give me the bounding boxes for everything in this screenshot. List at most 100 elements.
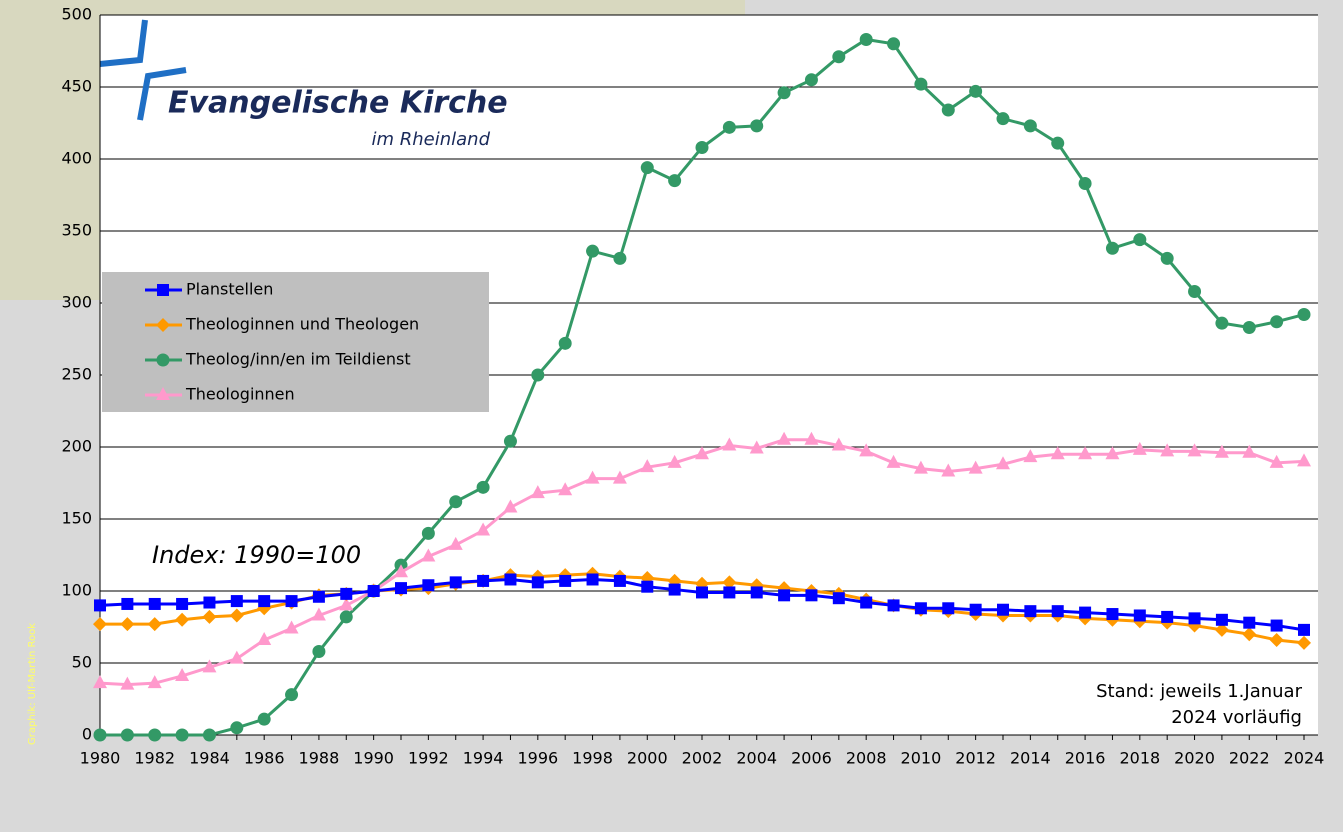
marker bbox=[157, 284, 169, 296]
marker bbox=[93, 728, 107, 742]
marker bbox=[1023, 449, 1038, 463]
y-tick-label: 250 bbox=[61, 365, 92, 384]
marker bbox=[284, 620, 299, 634]
y-tick-label: 200 bbox=[61, 437, 92, 456]
marker bbox=[312, 590, 325, 603]
marker bbox=[969, 603, 982, 616]
marker bbox=[339, 610, 353, 624]
banner bbox=[0, 0, 745, 15]
marker bbox=[969, 84, 983, 98]
series bbox=[93, 431, 1311, 690]
legend: Planstellen Theologinnen und Theologen The… bbox=[102, 272, 489, 412]
y-tick-label: 100 bbox=[61, 581, 92, 600]
y-tick-label: 50 bbox=[72, 653, 92, 672]
marker bbox=[722, 120, 736, 134]
x-tick-label: 1986 bbox=[244, 749, 285, 768]
legend-label: Theologinnen bbox=[185, 385, 295, 404]
marker bbox=[558, 336, 572, 350]
marker bbox=[914, 77, 928, 91]
marker bbox=[503, 434, 517, 448]
marker bbox=[695, 140, 709, 154]
marker bbox=[148, 597, 161, 610]
marker bbox=[1079, 606, 1092, 619]
y-tick-label: 450 bbox=[61, 77, 92, 96]
marker bbox=[723, 586, 736, 599]
marker bbox=[202, 609, 217, 624]
marker bbox=[120, 676, 135, 690]
marker bbox=[1106, 608, 1119, 621]
marker bbox=[229, 650, 244, 664]
marker bbox=[640, 459, 655, 473]
marker bbox=[941, 463, 956, 477]
x-tick-label: 1994 bbox=[463, 749, 504, 768]
marker bbox=[832, 50, 846, 64]
marker bbox=[156, 318, 170, 332]
marker bbox=[230, 595, 243, 608]
marker bbox=[1188, 284, 1202, 298]
marker bbox=[750, 586, 763, 599]
marker bbox=[258, 595, 271, 608]
marker bbox=[667, 454, 682, 468]
legend-label: Theologinnen und Theologen bbox=[185, 315, 419, 334]
logo-mark bbox=[137, 67, 187, 121]
marker bbox=[1023, 119, 1037, 133]
marker bbox=[1050, 446, 1065, 460]
marker bbox=[777, 431, 792, 445]
marker bbox=[1160, 251, 1174, 265]
marker bbox=[586, 244, 600, 258]
marker bbox=[120, 728, 134, 742]
marker bbox=[559, 574, 572, 587]
marker bbox=[121, 597, 134, 610]
marker bbox=[641, 580, 654, 593]
marker bbox=[668, 583, 681, 596]
marker bbox=[531, 576, 544, 589]
marker bbox=[1215, 316, 1229, 330]
marker bbox=[176, 597, 189, 610]
marker bbox=[175, 667, 190, 681]
marker bbox=[722, 437, 737, 451]
marker bbox=[804, 431, 819, 445]
x-tick-label: 1988 bbox=[299, 749, 340, 768]
marker bbox=[778, 589, 791, 602]
x-tick-label: 1982 bbox=[134, 749, 175, 768]
logo-region: im Rheinland bbox=[371, 129, 490, 150]
marker bbox=[477, 574, 490, 587]
marker bbox=[503, 499, 518, 513]
marker bbox=[1297, 453, 1311, 467]
marker bbox=[612, 470, 627, 484]
marker bbox=[93, 675, 107, 689]
marker bbox=[887, 599, 900, 612]
x-tick-label: 2020 bbox=[1174, 749, 1215, 768]
marker bbox=[1297, 635, 1311, 650]
marker bbox=[1242, 627, 1257, 642]
marker bbox=[832, 592, 845, 605]
marker bbox=[530, 485, 545, 499]
marker bbox=[1297, 308, 1311, 322]
marker bbox=[1105, 446, 1120, 460]
marker bbox=[1133, 233, 1147, 247]
marker bbox=[147, 617, 162, 632]
series bbox=[94, 573, 1310, 636]
x-tick-label: 1984 bbox=[189, 749, 230, 768]
marker bbox=[156, 353, 170, 367]
marker bbox=[1270, 315, 1284, 329]
marker bbox=[913, 460, 928, 474]
marker bbox=[531, 368, 545, 382]
marker bbox=[257, 712, 271, 726]
x-tick-label: 1992 bbox=[408, 749, 449, 768]
marker bbox=[1024, 605, 1037, 618]
marker bbox=[147, 675, 162, 689]
banner-side bbox=[0, 0, 100, 300]
marker bbox=[914, 602, 927, 615]
marker bbox=[448, 536, 463, 550]
logo-mark bbox=[99, 19, 148, 67]
y-tick-label: 300 bbox=[61, 293, 92, 312]
marker bbox=[887, 37, 901, 51]
x-tick-label: 2018 bbox=[1119, 749, 1160, 768]
marker bbox=[120, 617, 135, 632]
marker bbox=[886, 454, 901, 468]
marker bbox=[1269, 454, 1284, 468]
marker bbox=[1078, 176, 1092, 190]
marker bbox=[777, 86, 791, 100]
